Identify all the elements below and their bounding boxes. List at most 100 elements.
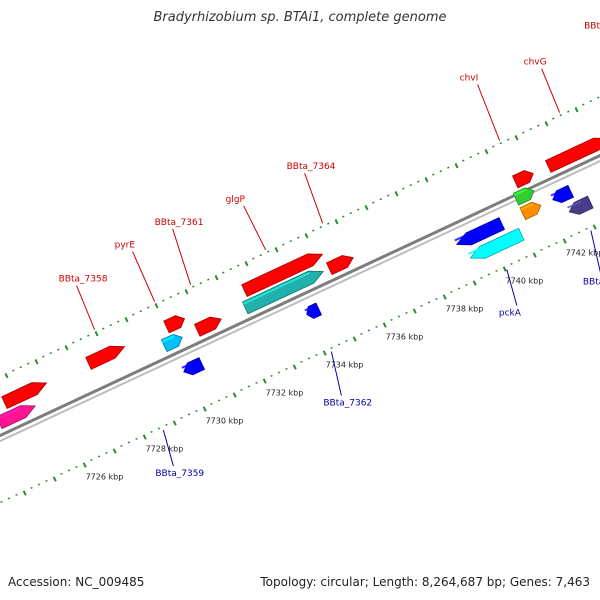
- tick-forward: [252, 257, 255, 260]
- tick-forward: [289, 240, 293, 243]
- gene-arrow-forward: [1, 382, 48, 410]
- tick-forward: [379, 198, 383, 201]
- gene-arrow-forward: [193, 316, 222, 337]
- tick-reverse: [510, 262, 513, 266]
- tick-forward: [19, 366, 23, 369]
- tick-forward: [154, 303, 159, 309]
- tick-reverse: [480, 276, 483, 280]
- tick-forward: [237, 264, 240, 267]
- tick-reverse: [345, 339, 348, 343]
- tick-forward: [387, 194, 390, 197]
- tick-reverse: [105, 451, 108, 455]
- gene-arrow-forward: [0, 405, 37, 430]
- tick-forward: [87, 334, 90, 337]
- gene-arrow-forward: [85, 345, 126, 370]
- gene-layer: [0, 137, 600, 430]
- gene-highlight: [161, 335, 175, 343]
- tick-forward: [327, 222, 330, 225]
- tick-reverse: [457, 287, 461, 290]
- gene-label-reverse: BBta_7362: [323, 399, 372, 409]
- tick-forward: [454, 163, 459, 169]
- tick-forward: [462, 159, 465, 162]
- tick-forward: [537, 124, 540, 127]
- tick-forward: [492, 145, 495, 148]
- tick-forward: [372, 201, 375, 204]
- tick-forward: [222, 271, 225, 274]
- tick-reverse: [82, 462, 87, 468]
- gene-label-forward: chvI: [460, 74, 479, 84]
- tick-reverse: [367, 329, 371, 332]
- tick-reverse: [570, 234, 573, 238]
- gene-highlight: [567, 200, 582, 209]
- map-title: Bradyrhizobium sp. BTAi1, complete genom…: [153, 10, 447, 25]
- tick-reverse: [172, 420, 177, 426]
- tick-reverse: [555, 241, 558, 245]
- gene-arrow-reverse: [568, 195, 594, 215]
- tick-reverse: [37, 483, 41, 486]
- tick-reverse: [525, 255, 528, 259]
- gene-highlight: [520, 203, 533, 211]
- tick-label: 7730 kbp: [206, 416, 244, 425]
- tick-reverse: [75, 465, 78, 469]
- tick-reverse: [435, 297, 438, 301]
- tick-forward: [27, 362, 30, 365]
- tick-reverse: [232, 392, 237, 398]
- tick-reverse: [532, 252, 537, 258]
- backbone-layer: [0, 153, 600, 443]
- tick-reverse: [202, 406, 207, 412]
- tick-forward: [147, 306, 150, 309]
- tick-forward: [484, 149, 489, 155]
- tick-forward: [207, 278, 210, 281]
- tick-reverse: [255, 381, 258, 385]
- tick-reverse: [262, 378, 267, 384]
- gene-label-forward: BBta_7358: [59, 275, 108, 285]
- accession-text: Accession: NC_009485: [8, 575, 145, 589]
- tick-forward: [42, 355, 45, 358]
- tick-reverse: [187, 413, 191, 416]
- tick-forward: [244, 261, 249, 267]
- tick-forward: [192, 285, 195, 288]
- gene-highlight: [0, 406, 22, 419]
- tick-reverse: [150, 430, 153, 434]
- tick-forward: [424, 177, 429, 183]
- tick-forward: [574, 107, 579, 113]
- gene-highlight: [2, 383, 33, 400]
- tick-reverse: [277, 371, 281, 374]
- tick-reverse: [397, 315, 401, 318]
- gene-label-reverse: pckA: [499, 309, 522, 319]
- tick-forward: [282, 243, 285, 246]
- tick-reverse: [390, 318, 393, 322]
- tick-reverse: [165, 423, 168, 427]
- tick-forward: [49, 352, 53, 355]
- gene-highlight: [242, 254, 309, 288]
- tick-forward: [12, 369, 15, 372]
- gene-arrow-reverse: [455, 217, 506, 246]
- tick-label: 7742 kbp: [566, 248, 600, 257]
- tick-forward: [139, 310, 143, 313]
- callout-line: [243, 205, 267, 251]
- gene-highlight: [242, 272, 310, 305]
- tick-reverse: [135, 437, 138, 441]
- tick-layer: [0, 96, 600, 504]
- tick-reverse: [337, 343, 341, 346]
- tick-reverse: [247, 385, 251, 388]
- gene-highlight: [181, 361, 194, 369]
- tick-forward: [439, 170, 443, 173]
- tick-reverse: [472, 280, 477, 286]
- callout-line: [541, 68, 561, 113]
- tick-forward: [597, 96, 600, 99]
- gene-label-reverse: BBta_7366: [583, 277, 600, 287]
- tick-reverse: [412, 308, 417, 314]
- tick-forward: [552, 117, 555, 120]
- tick-label: 7728 kbp: [146, 444, 184, 453]
- tick-reverse: [307, 357, 311, 360]
- tick-reverse: [270, 374, 273, 378]
- tick-forward: [319, 226, 323, 229]
- tick-forward: [477, 152, 480, 155]
- tick-reverse: [97, 455, 101, 458]
- tick-forward: [274, 247, 279, 253]
- gene-highlight: [513, 188, 527, 197]
- tick-forward: [312, 229, 315, 232]
- tick-label: 7740 kbp: [506, 276, 544, 285]
